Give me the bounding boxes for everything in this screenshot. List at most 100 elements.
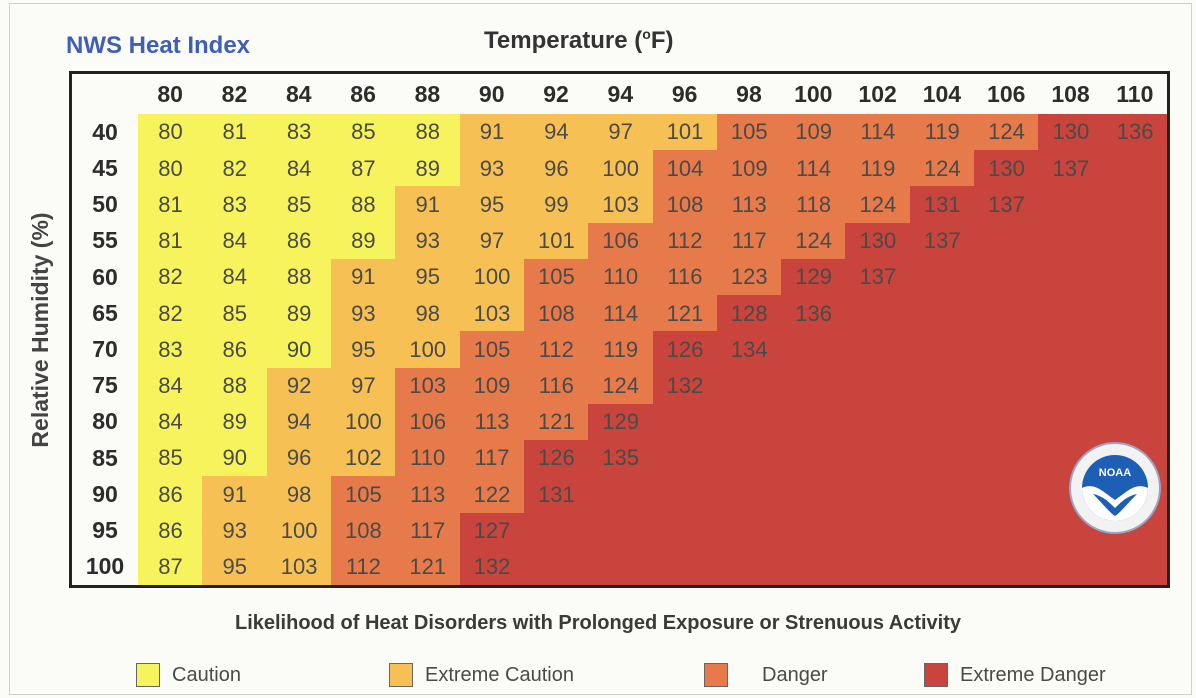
- heat-index-cell-55-84: 86: [266, 222, 332, 260]
- heat-index-cell-70-104: [909, 331, 975, 369]
- legend-swatch-danger: [704, 663, 728, 687]
- heat-index-cell-80-92: 121: [523, 403, 589, 441]
- heat-index-cell-85-92: 126: [523, 440, 589, 477]
- heat-index-cell-60-110: [1102, 258, 1167, 296]
- heat-index-cell-55-102: 130: [845, 222, 911, 260]
- heat-index-cell-85-104: [909, 440, 975, 477]
- humidity-label-45: 45: [92, 154, 118, 181]
- heat-index-cell-70-88: 100: [395, 331, 461, 369]
- humidity-label-70: 70: [92, 335, 118, 362]
- heat-index-cell-40-96: 101: [652, 114, 718, 151]
- heat-index-cell-85-100: [781, 440, 847, 477]
- heat-index-cell-60-106: [974, 258, 1039, 296]
- temperature-header-104: 104: [922, 80, 962, 107]
- temperature-axis-title: Temperature (oF): [484, 26, 673, 55]
- heat-index-cell-100-102: [845, 548, 911, 585]
- heat-index-cell-45-94: 100: [588, 150, 654, 188]
- heat-index-cell-55-96: 112: [652, 222, 718, 260]
- heat-index-cell-80-104: [909, 403, 975, 441]
- heat-index-cell-65-108: [1038, 295, 1104, 332]
- heat-index-cell-45-84: 84: [266, 150, 332, 188]
- heat-index-cell-100-108: [1038, 548, 1104, 585]
- heat-index-cell-55-100: 124: [781, 222, 847, 260]
- heat-index-cell-85-98: [716, 440, 782, 477]
- heat-index-cell-85-106: [974, 440, 1039, 477]
- heat-index-cell-85-96: [652, 440, 718, 477]
- heat-index-cell-90-102: [845, 476, 911, 514]
- heat-index-cell-40-102: 114: [845, 114, 911, 151]
- heat-index-cell-70-110: [1102, 331, 1167, 369]
- legend-label-extreme-danger: Extreme Danger: [960, 663, 1106, 686]
- legend-label-danger: Danger: [762, 663, 828, 686]
- heat-index-cell-65-102: [845, 295, 911, 332]
- heat-index-cell-75-104: [909, 367, 975, 405]
- heat-index-cell-65-98: 128: [716, 295, 782, 332]
- heat-index-cell-95-80: 86: [138, 512, 203, 550]
- noaa-logo-icon: NOAA: [1069, 442, 1161, 534]
- heat-index-cell-40-108: 130: [1038, 114, 1104, 151]
- temperature-header-94: 94: [607, 80, 634, 107]
- humidity-label-50: 50: [92, 191, 118, 218]
- heat-index-cell-55-82: 84: [202, 222, 268, 260]
- heat-index-cell-95-82: 93: [202, 512, 268, 550]
- heat-index-cell-80-80: 84: [138, 403, 203, 441]
- heat-index-cell-90-94: [588, 476, 654, 514]
- heat-index-cell-75-100: [781, 367, 847, 405]
- heat-index-cell-100-80: 87: [138, 548, 203, 585]
- heat-index-cell-70-106: [974, 331, 1039, 369]
- heat-index-cell-95-96: [652, 512, 718, 550]
- noaa-logo-text: NOAA: [1099, 467, 1131, 479]
- heat-index-cell-80-82: 89: [202, 403, 268, 441]
- heat-index-cell-100-82: 95: [202, 548, 268, 585]
- heat-index-cell-100-92: [523, 548, 589, 585]
- heat-index-cell-100-100: [781, 548, 847, 585]
- heat-index-cell-90-80: 86: [138, 476, 203, 514]
- humidity-label-95: 95: [92, 517, 118, 544]
- heat-index-cell-40-106: 124: [974, 114, 1039, 151]
- heat-index-cell-45-100: 114: [781, 150, 847, 188]
- heat-index-cell-65-82: 85: [202, 295, 268, 332]
- heat-index-cell-95-86: 108: [330, 512, 396, 550]
- temperature-header-108: 108: [1051, 80, 1090, 107]
- heat-index-cell-45-88: 89: [395, 150, 461, 188]
- heat-index-cell-65-94: 114: [588, 295, 654, 332]
- chart-frame: [9, 3, 1192, 695]
- heat-index-cell-95-84: 100: [266, 512, 332, 550]
- heat-index-cell-45-82: 82: [202, 150, 268, 188]
- heat-index-cell-45-96: 104: [652, 150, 718, 188]
- heat-index-cell-100-90: 132: [459, 548, 525, 585]
- heat-index-cell-95-90: 127: [459, 512, 525, 550]
- temperature-axis-unit: F): [650, 27, 674, 54]
- heat-index-cell-100-106: [974, 548, 1039, 585]
- heat-index-cell-100-86: 112: [330, 548, 396, 585]
- heat-index-cell-100-110: [1102, 548, 1167, 585]
- heat-index-cell-60-98: 123: [716, 258, 782, 296]
- heat-index-cell-50-92: 99: [523, 186, 589, 224]
- heat-index-cell-60-108: [1038, 258, 1104, 296]
- heat-index-cell-85-86: 102: [330, 440, 396, 477]
- heat-index-cell-85-102: [845, 440, 911, 477]
- temperature-header-80: 80: [157, 80, 183, 107]
- heat-index-cell-80-90: 113: [459, 403, 525, 441]
- heat-index-cell-85-84: 96: [266, 440, 332, 477]
- heat-index-cell-75-98: [716, 367, 782, 405]
- heat-index-cell-55-94: 106: [588, 222, 654, 260]
- heat-index-cell-65-90: 103: [459, 295, 525, 332]
- heat-index-cell-60-102: 137: [845, 258, 911, 296]
- heat-index-cell-45-98: 109: [716, 150, 782, 188]
- heat-index-cell-80-96: [652, 403, 718, 441]
- heat-index-cell-75-80: 84: [138, 367, 203, 405]
- heat-index-cell-50-102: 124: [845, 186, 911, 224]
- heat-index-cell-95-88: 117: [395, 512, 461, 550]
- heat-index-cell-60-92: 105: [523, 258, 589, 296]
- heat-index-cell-50-110: [1102, 186, 1167, 224]
- heat-index-cell-65-80: 82: [138, 295, 203, 332]
- humidity-label-65: 65: [92, 299, 118, 326]
- heat-index-cell-45-90: 93: [459, 150, 525, 188]
- heat-index-cell-100-96: [652, 548, 718, 585]
- humidity-label-75: 75: [92, 372, 118, 399]
- heat-index-cell-90-106: [974, 476, 1039, 514]
- legend-label-extreme-caution: Extreme Caution: [425, 663, 574, 686]
- heat-index-cell-65-110: [1102, 295, 1167, 332]
- heat-index-cell-70-94: 119: [588, 331, 654, 369]
